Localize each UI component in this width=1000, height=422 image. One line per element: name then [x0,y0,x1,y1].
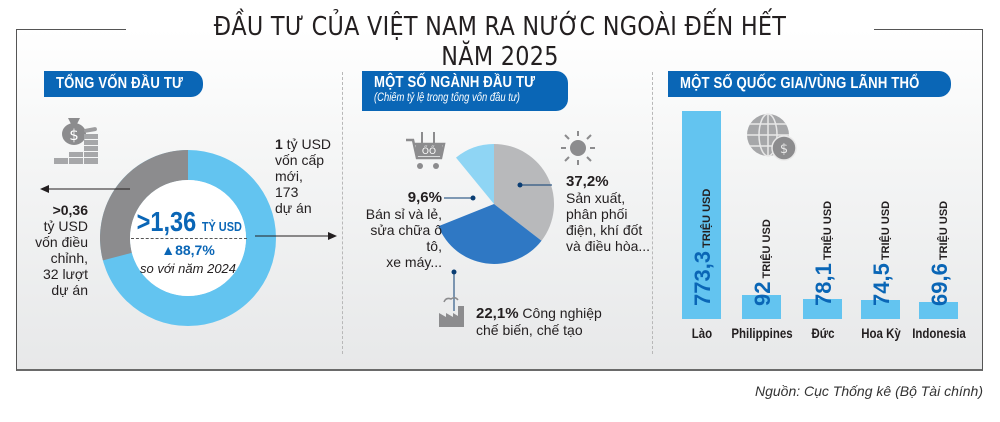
pie-leader-lines [444,182,552,311]
slice-manufacturing [438,204,542,264]
money-bag-coins-icon: $ [54,118,98,164]
sector-line: Công nghiệp [518,305,602,321]
divider-1 [342,72,343,354]
sector-pct: 22,1% [476,305,519,322]
donut-center-total: >1,36 TỶ USD [120,206,256,238]
globe-dollar-icon: $ [747,113,797,161]
frame-top-line-left [16,29,126,30]
sector-electricity-label: 37,2% Sản xuất, phân phối điện, khí đốt … [566,173,656,255]
adjusted-line: chỉnh, [50,250,88,266]
bar-value-usa: 74,5 TRIỆU USD [869,201,895,306]
bar-value-laos: 773,3 TRIỆU USD [690,189,716,306]
growth-note: so với năm 2024 [139,261,237,276]
bar-value-philippines: 92 TRIỆU USD [750,219,776,306]
svg-text:$: $ [780,142,788,157]
sectors-pie-chart [438,143,555,264]
value-number: 92 [750,281,775,306]
value-unit: TRIỆU USD [761,219,773,279]
sector-line: điện, khí đốt [566,222,643,238]
growth-value: 88,7% [175,242,215,258]
shopping-cart-tools-icon: ŐŐ [406,132,446,169]
total-capital-donut [100,150,276,326]
sector-pct: 37,2% [566,173,609,190]
value-number: 69,6 [927,263,952,306]
value-unit: TRIỆU USD [880,200,892,261]
new-capital-line: vốn cấp [275,152,325,168]
adjusted-line: tỷ USD [43,218,88,234]
bar-label-laos: Lào [691,325,713,341]
section-tag-label: MỘT SỐ NGÀNH ĐẦU TƯ [374,74,536,91]
bar-usa [861,300,900,319]
sector-pct: 9,6% [407,189,442,206]
sector-line: sửa chữa ô tô, [370,222,442,254]
section-tag-total: TỔNG VỐN ĐẦU TƯ [44,71,203,97]
arrow-left-icon [40,185,130,193]
arrow-right-icon [255,232,337,240]
new-capital-unit: tỷ USD [282,136,332,152]
new-capital-line: mới, [275,168,303,184]
bar-label-germany: Đức [811,325,835,341]
svg-text:$: $ [69,126,79,144]
section-tag-label: TỔNG VỐN ĐẦU TƯ [56,75,184,92]
sector-line: Sản xuất, [566,190,626,206]
sector-manufacturing-label: 22,1% Công nghiệp chế biến, chế tạo [476,305,646,338]
slice-electricity [494,143,555,241]
sector-wholesale-label: 9,6% Bán sỉ và lẻ, sửa chữa ô tô, xe máy… [356,189,442,271]
growth-row: ▲88,7% [120,242,256,258]
section-tag-countries: MỘT SỐ QUỐC GIA/VÙNG LÃNH THỔ [668,71,951,97]
bar-philippines [742,295,781,319]
value-unit: TRIỆU USD [701,188,713,248]
bar-label-usa: Hoa Kỳ [861,325,901,341]
center-divider [131,238,247,239]
value-number: 773,3 [690,250,715,306]
adjusted-line: vốn điều [35,234,88,250]
sun-energy-icon [561,131,595,165]
bar-label-indonesia: Indonesia [912,325,966,341]
section-tag-label: MỘT SỐ QUỐC GIA/VÙNG LÃNH THỔ [680,75,920,92]
new-capital-value: 1 [275,136,283,152]
bar-value-indonesia: 69,6 TRIỆU USD [927,201,953,306]
divider-2 [652,72,653,354]
new-capital-line: dự án [275,200,312,216]
new-capital-line: 173 [275,184,299,200]
section-tag-subtitle: (Chiếm tỷ lệ trong tổng vốn đầu tư) [374,92,520,104]
value-number: 78,1 [811,263,836,306]
bar-germany [803,299,842,319]
sector-line: xe máy... [386,254,442,270]
svg-text:ŐŐ: ŐŐ [422,146,436,157]
value-unit: TRIỆU USD [822,200,834,261]
slice-wholesale [456,144,494,204]
bar-value-germany: 78,1 TRIỆU USD [811,201,837,306]
adjusted-line: 32 lượt [42,266,88,282]
main-title: ĐẦU TƯ CỦA VIỆT NAM RA NƯỚC NGOÀI ĐẾN HẾ… [213,12,787,72]
factory-icon [439,296,464,327]
source-note: Nguồn: Cục Thống kê (Bộ Tài chính) [754,383,983,399]
adjusted-capital-label: >0,36 tỷ USD vốn điều chỉnh, 32 lượt dự … [28,202,88,298]
total-value: >1,36 [136,206,196,237]
new-capital-label: 1 tỷ USD vốn cấp mới, 173 dự án [275,136,345,216]
total-unit: TỶ USD [201,219,242,234]
section-tag-sectors: MỘT SỐ NGÀNH ĐẦU TƯ (Chiếm tỷ lệ trong t… [362,71,568,111]
bar-laos [682,111,721,319]
sector-line: chế biến, chế tạo [476,322,583,338]
adjusted-line: dự án [51,282,88,298]
adjusted-value: >0,36 [52,202,88,218]
value-number: 74,5 [869,263,894,306]
value-unit: TRIỆU USD [938,200,950,261]
bar-indonesia [919,302,958,319]
frame-top-line-right [874,29,983,30]
bar-label-philippines: Philippines [731,325,793,341]
sector-line: và điều hòa... [566,238,651,254]
sector-line: Bán sỉ và lẻ, [365,206,442,222]
arrow-up-icon: ▲ [161,242,176,258]
sector-line: phân phối [566,206,628,222]
